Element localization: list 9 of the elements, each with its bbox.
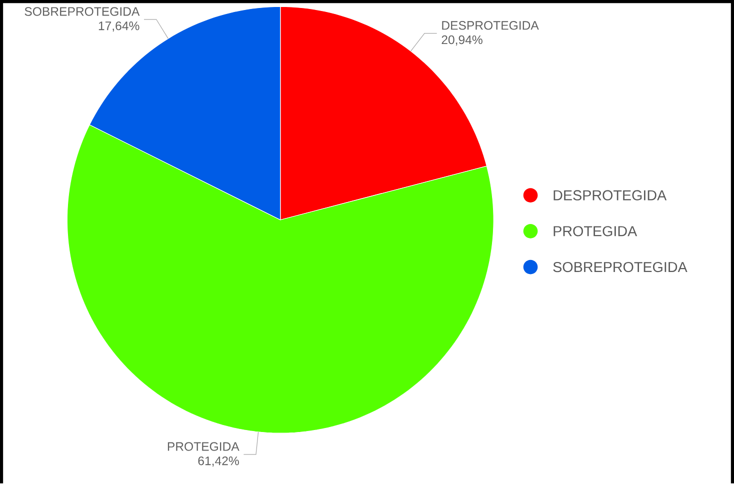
data-label: 61,42%	[198, 456, 239, 467]
legend-label: DESPROTEGIDA	[554, 190, 667, 200]
data-label: 17,64%	[98, 22, 140, 32]
slice-label: PROTEGIDA	[168, 442, 240, 451]
slice-label: DESPROTEGIDA	[442, 21, 539, 30]
legend-label: SOBREPROTEGIDA	[553, 262, 688, 272]
legend-label: PROTEGIDA	[554, 226, 638, 236]
slice-label: SOBREPROTEGIDA	[24, 7, 140, 16]
data-label: 20,94%	[442, 35, 482, 46]
